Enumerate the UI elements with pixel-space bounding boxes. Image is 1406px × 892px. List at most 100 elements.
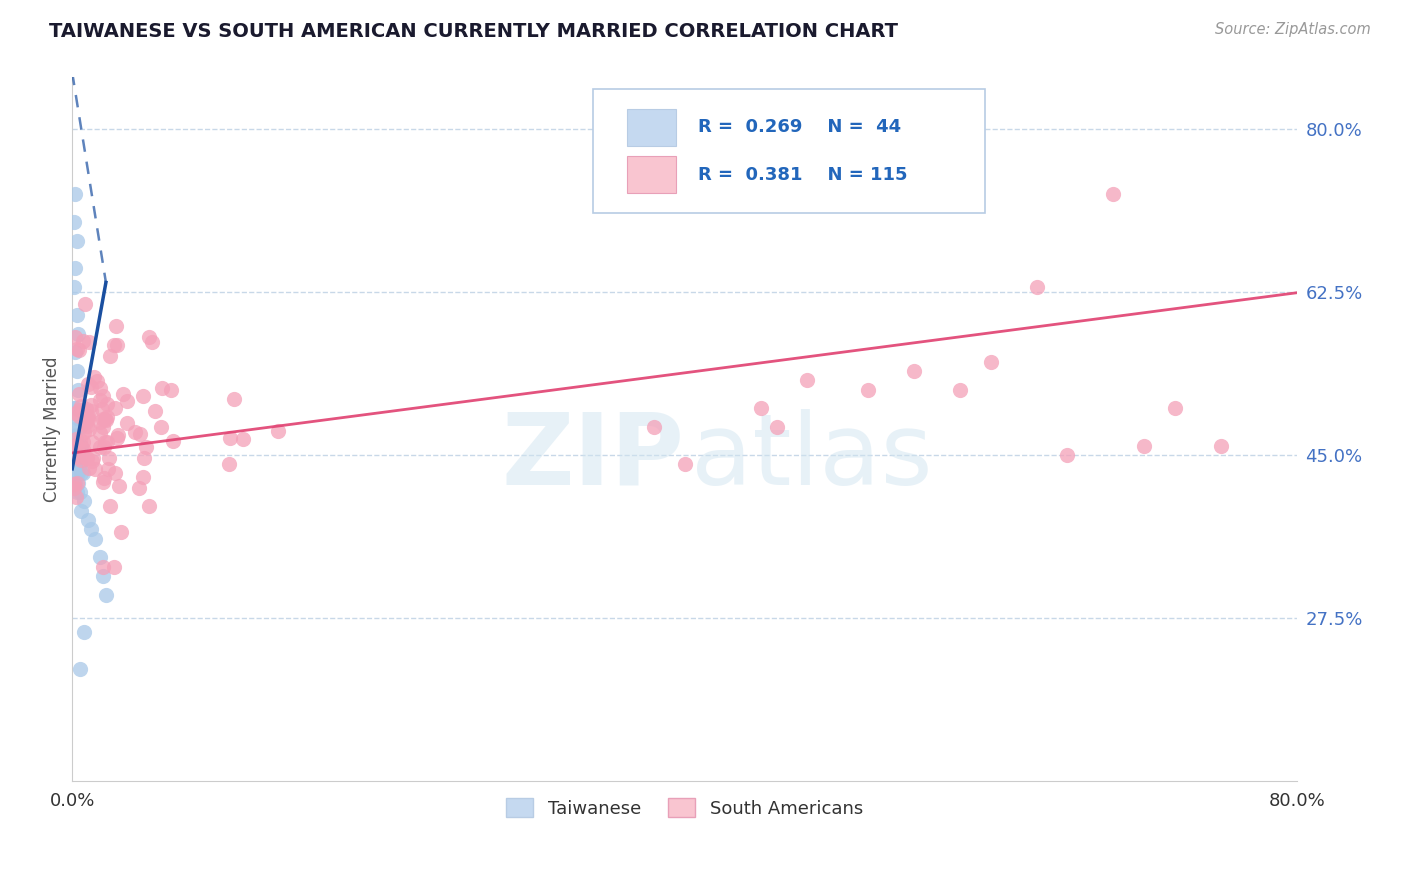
Point — [796, 373, 818, 387]
Point — [82, 450, 104, 465]
Point — [67, 343, 90, 357]
Point — [980, 354, 1002, 368]
Point — [80, 454, 103, 468]
Point — [67, 467, 90, 481]
Point — [128, 482, 150, 496]
Point — [67, 420, 90, 434]
Point — [91, 419, 114, 434]
Point — [62, 429, 84, 443]
Point — [84, 462, 107, 476]
Point — [62, 476, 84, 491]
Point — [267, 424, 290, 438]
Point — [858, 383, 880, 397]
Point — [93, 471, 115, 485]
Point — [1163, 401, 1185, 416]
Point — [65, 432, 87, 446]
Point — [160, 383, 183, 397]
Point — [94, 434, 117, 449]
Point — [89, 550, 111, 565]
Point — [63, 481, 86, 495]
Point — [218, 458, 240, 472]
Point — [96, 397, 118, 411]
Point — [89, 426, 111, 441]
Point — [72, 425, 94, 439]
Point — [66, 467, 89, 481]
Point — [89, 415, 111, 429]
Point — [72, 334, 94, 348]
Point — [67, 326, 90, 341]
Point — [66, 485, 89, 500]
Point — [69, 420, 91, 434]
Point — [643, 420, 665, 434]
Point — [66, 438, 89, 452]
Point — [62, 215, 84, 229]
Point — [1133, 438, 1156, 452]
Point — [97, 462, 120, 476]
Point — [94, 412, 117, 426]
Point — [111, 387, 134, 401]
Point — [138, 499, 160, 513]
Point — [76, 418, 98, 433]
Point — [70, 438, 93, 452]
Point — [96, 410, 118, 425]
Point — [98, 499, 121, 513]
Point — [77, 409, 100, 423]
Point — [75, 450, 97, 465]
Point — [218, 432, 240, 446]
Point — [132, 470, 155, 484]
Point — [97, 451, 120, 466]
Point — [91, 412, 114, 426]
Point — [138, 330, 160, 344]
Point — [84, 532, 107, 546]
Point — [66, 475, 89, 490]
Point — [86, 375, 108, 389]
Text: ZIP: ZIP — [502, 409, 685, 506]
Point — [1025, 280, 1047, 294]
Point — [73, 624, 96, 639]
Point — [117, 394, 139, 409]
Point — [65, 457, 87, 471]
Point — [69, 434, 91, 448]
Point — [70, 467, 93, 481]
Point — [80, 404, 103, 418]
Point — [72, 467, 94, 481]
Point — [70, 453, 93, 467]
Point — [75, 416, 97, 430]
Point — [65, 261, 87, 276]
Point — [67, 475, 90, 490]
Point — [108, 478, 131, 492]
Point — [80, 398, 103, 412]
Point — [83, 369, 105, 384]
Point — [128, 426, 150, 441]
Point — [75, 297, 97, 311]
Point — [65, 186, 87, 201]
Point — [62, 401, 84, 416]
Point — [903, 364, 925, 378]
Point — [949, 383, 972, 397]
Point — [89, 440, 111, 454]
Point — [65, 406, 87, 420]
Point — [91, 559, 114, 574]
Text: R =  0.269    N =  44: R = 0.269 N = 44 — [699, 119, 901, 136]
Point — [66, 448, 89, 462]
Point — [107, 428, 129, 442]
Point — [105, 431, 128, 445]
FancyBboxPatch shape — [593, 89, 984, 212]
Point — [96, 435, 118, 450]
Point — [62, 439, 84, 453]
Point — [94, 412, 117, 426]
Point — [93, 440, 115, 454]
Point — [765, 420, 787, 434]
Point — [673, 457, 696, 471]
Point — [75, 401, 97, 416]
Point — [80, 380, 103, 394]
Y-axis label: Currently Married: Currently Married — [44, 357, 60, 502]
Point — [224, 392, 246, 406]
Point — [91, 475, 114, 489]
Point — [67, 450, 90, 464]
Point — [62, 280, 84, 294]
Point — [72, 435, 94, 450]
Point — [65, 490, 87, 504]
Point — [70, 399, 93, 413]
Point — [91, 401, 114, 416]
